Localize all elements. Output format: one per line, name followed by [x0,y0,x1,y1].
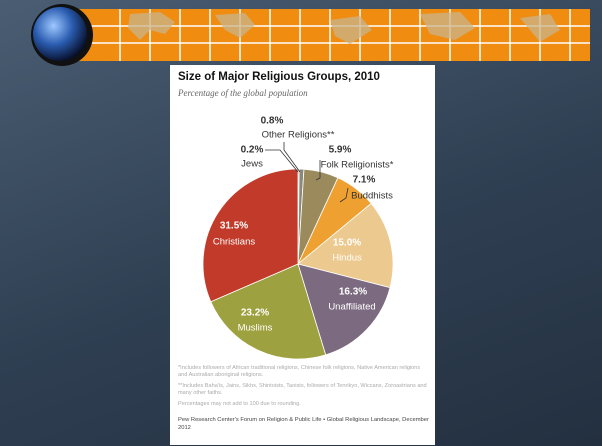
value-label: 0.8% [261,116,284,127]
value-label: 0.2% [241,145,264,156]
value-label: 31.5% [220,221,248,232]
value-label: 5.9% [329,145,352,156]
category-label: Jews [241,159,263,170]
category-label: Buddhists [351,191,393,202]
chart-subtitle: Percentage of the global population [178,88,308,98]
pie-slice [210,263,327,360]
value-label: 15.0% [333,238,361,249]
category-label: Unaffiliated [328,302,375,313]
leader-line [315,160,321,181]
banner [31,4,590,66]
leader-line [339,187,349,203]
footnote: *Includes followers of African tradition… [178,365,421,379]
footnote: Percentages may not add to 100 due to ro… [178,400,301,407]
chart-title: Size of Major Religious Groups, 2010 [178,71,380,83]
leader-line [265,149,299,173]
map-shapes [128,12,560,44]
pie-slice [297,263,391,356]
leader-line [283,142,301,173]
footnotes: *Includes followers of African tradition… [178,365,430,411]
category-label: Hindus [332,253,362,264]
category-label: Folk Religionists* [321,160,394,171]
category-label: Other Religions** [262,130,335,141]
value-label: 7.1% [353,175,376,186]
globe [33,7,87,61]
category-label: Muslims [238,323,273,334]
value-label: 23.2% [241,308,269,319]
pie-slice [202,168,299,303]
value-label: 16.3% [339,287,367,298]
footnote: **Includes Baha'is, Jains, Sikhs, Shinto… [178,382,427,397]
source: Pew Research Center's Forum on Religion … [178,417,429,431]
pie-slice [297,202,394,289]
category-label: Christians [213,237,255,248]
